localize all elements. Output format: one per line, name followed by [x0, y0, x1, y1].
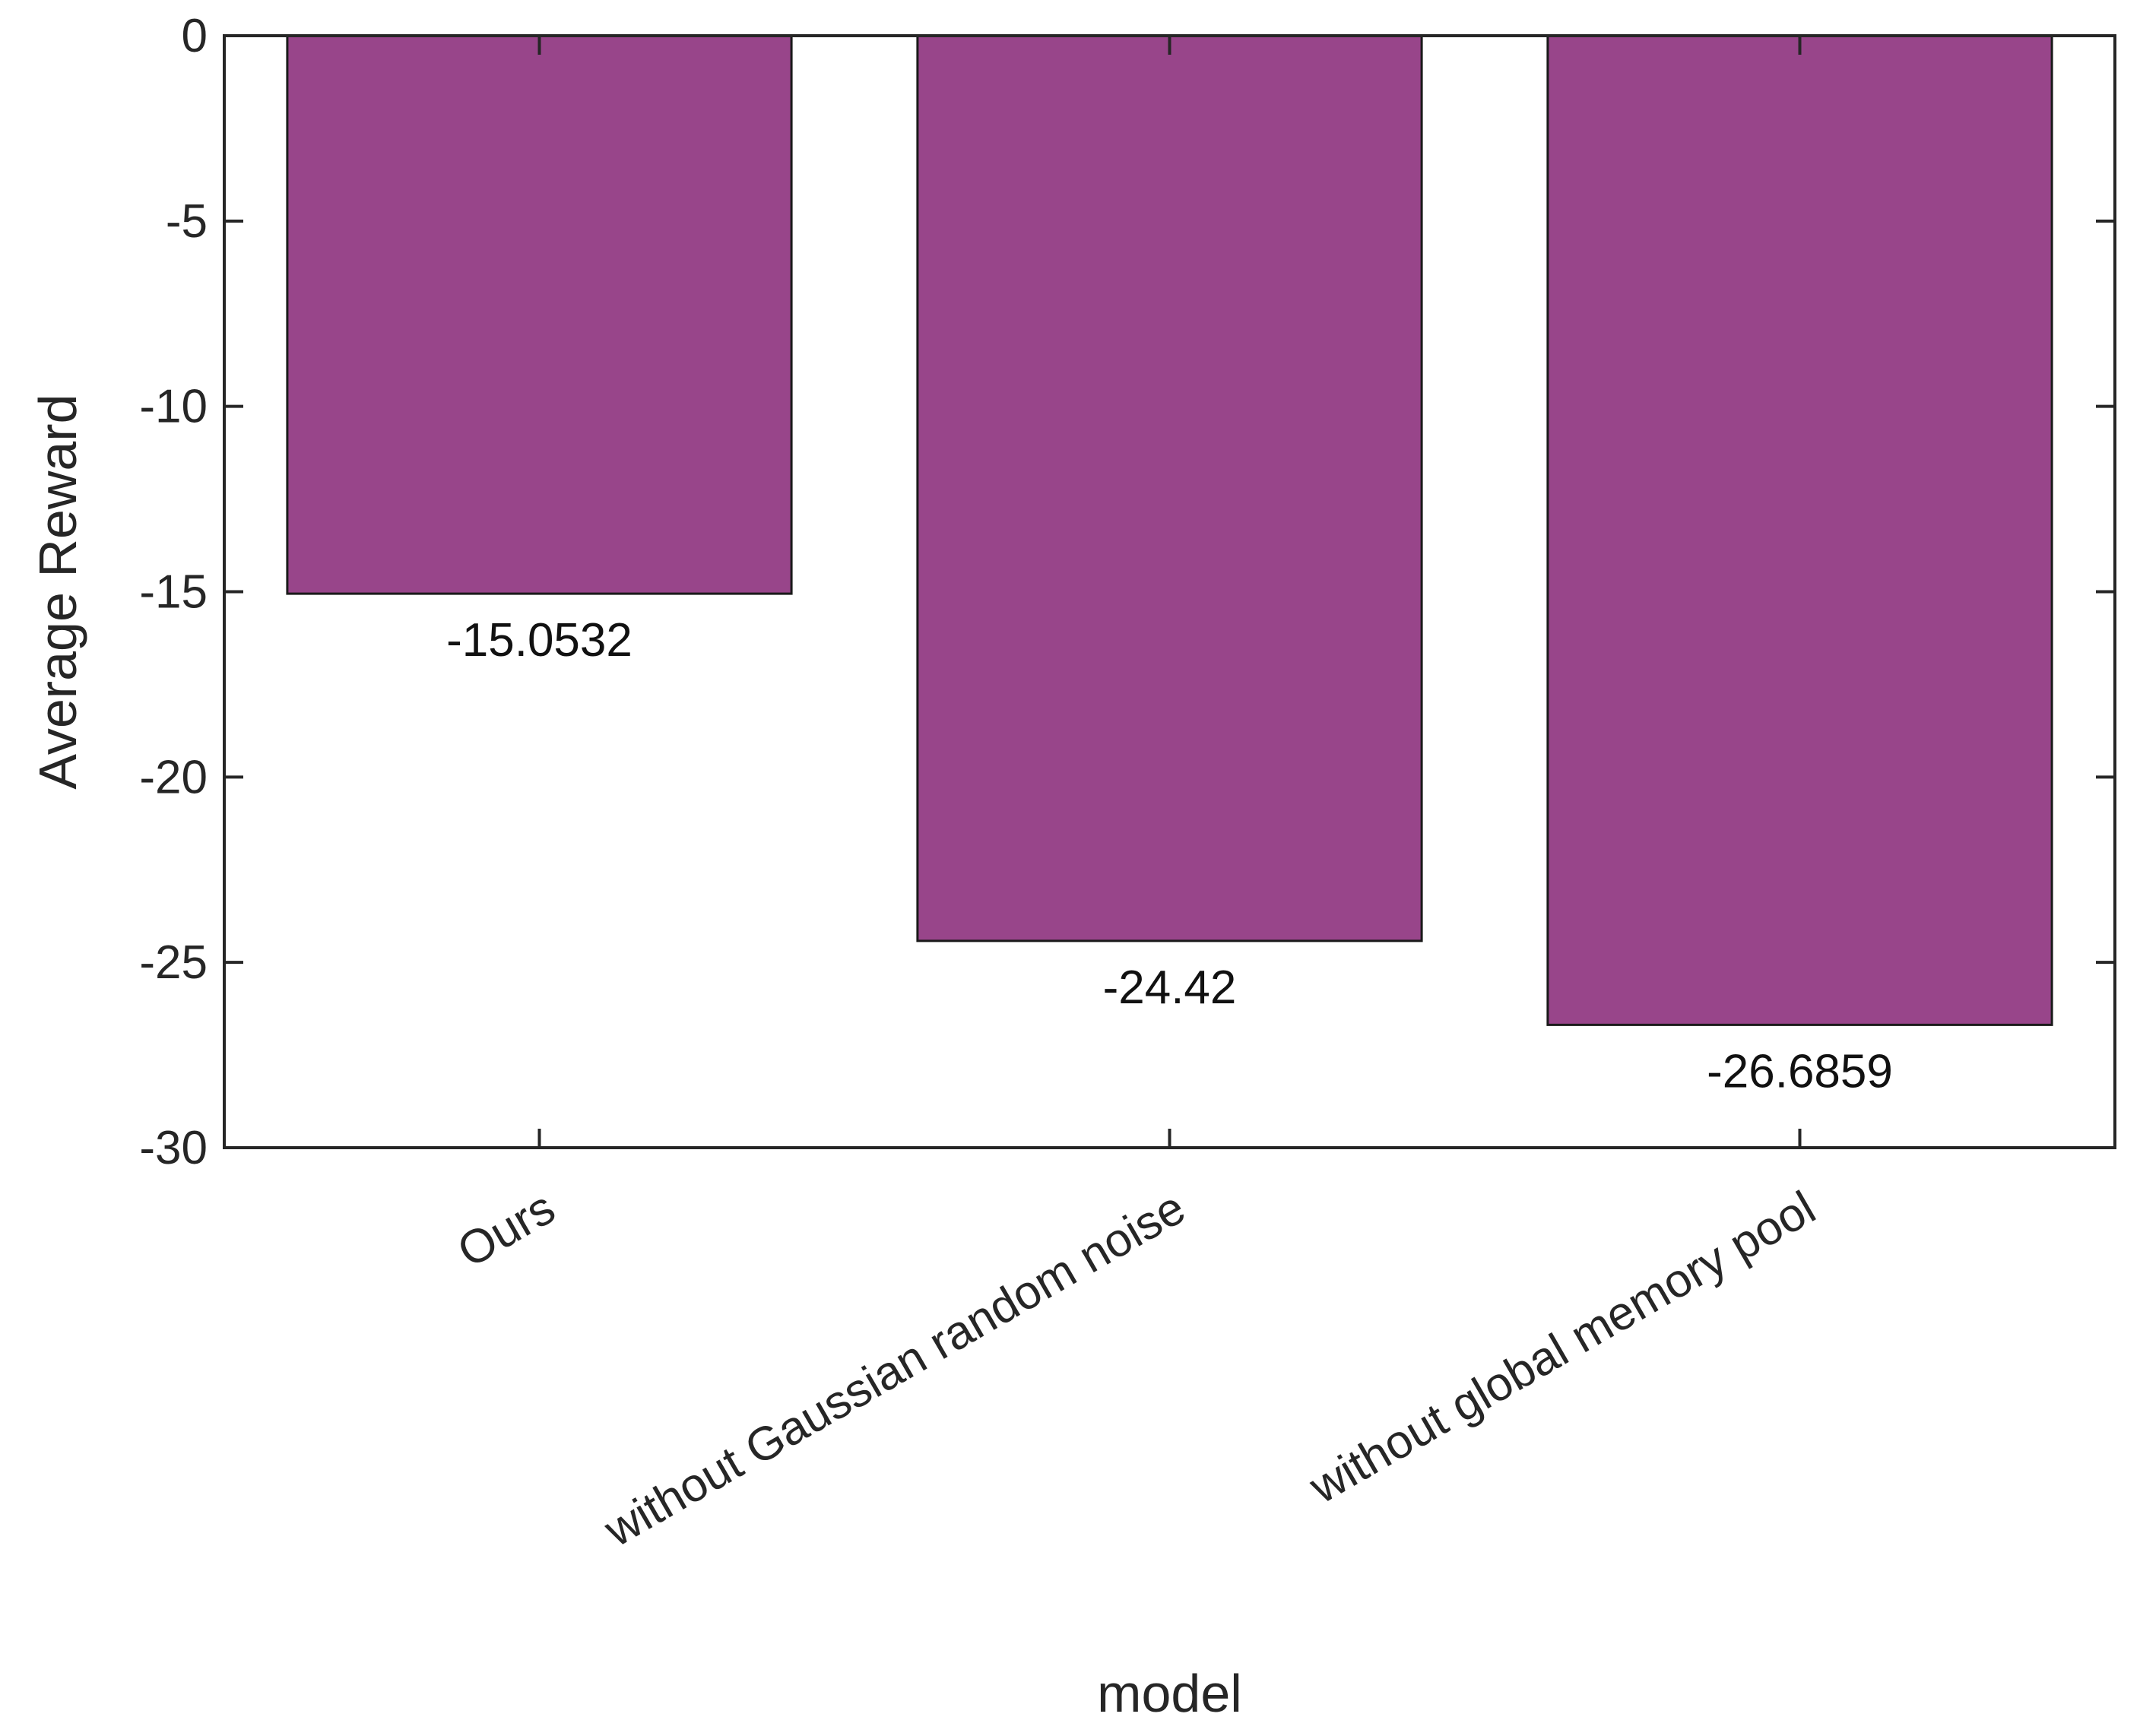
bars-layer — [286, 34, 2053, 1026]
y-tick-labels: 0 -5 -10 -15 -20 -25 -30 — [139, 10, 208, 1174]
y-tick-label-5: -25 — [139, 936, 208, 989]
x-tick-labels: Ours without Gaussian random noise without… — [449, 1181, 1825, 1557]
y-tick-label-6: -30 — [139, 1122, 208, 1174]
data-label-2: -26.6859 — [1707, 1045, 1893, 1098]
data-label-1: -24.42 — [1103, 961, 1237, 1014]
bar-0 — [286, 34, 793, 595]
y-tick-label-1: -5 — [166, 195, 208, 248]
ticks-layer — [224, 34, 2115, 1149]
y-axis-label: Average Reward — [28, 394, 87, 789]
plot-area-frame — [223, 34, 2116, 1149]
y-tick-label-4: -20 — [139, 751, 208, 803]
x-tick-label-0: Ours — [449, 1181, 564, 1278]
data-labels: -15.0532 -24.42 -26.6859 — [446, 614, 1893, 1098]
x-tick-label-1: without Gaussian random noise — [595, 1181, 1194, 1557]
y-tick-label-3: -15 — [139, 566, 208, 619]
y-tick-label-0: 0 — [182, 10, 208, 62]
bar-1 — [916, 34, 1423, 942]
x-axis-label: model — [1097, 1664, 1242, 1723]
data-label-0: -15.0532 — [446, 614, 632, 667]
bar-2 — [1546, 34, 2053, 1026]
y-tick-label-2: -10 — [139, 381, 208, 433]
x-tick-label-2: without global memory pool — [1301, 1181, 1825, 1514]
